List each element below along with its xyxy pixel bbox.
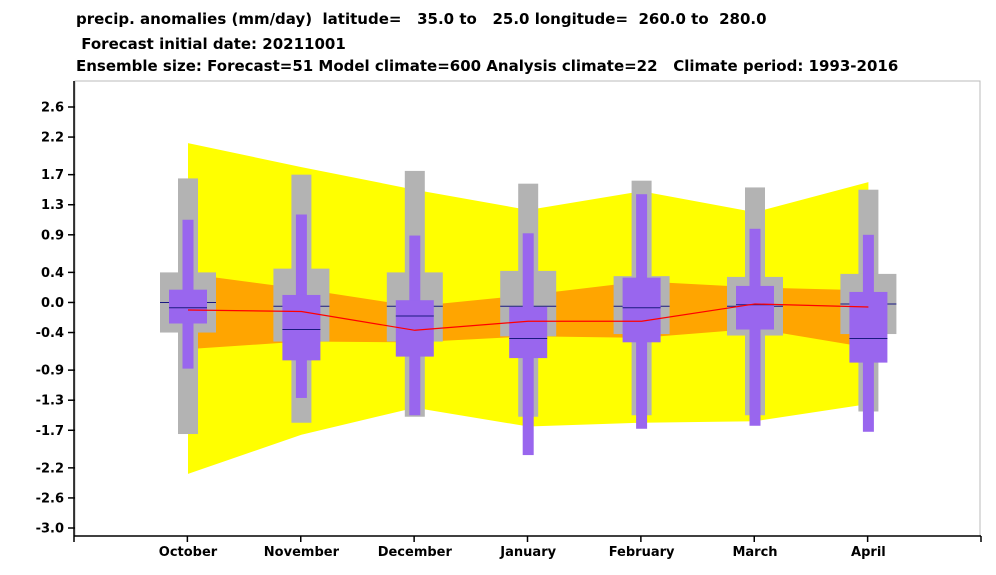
box-plots (160, 170, 897, 456)
y-tick-label: -0.4 (36, 326, 64, 341)
chart-title-line-3: Ensemble size: Forecast=51 Model climate… (76, 57, 899, 75)
x-tick-label-february: February (609, 545, 675, 560)
forecast-box-march (736, 285, 774, 330)
chart-title-line-2: Forecast initial date: 20211001 (76, 35, 346, 53)
y-tick-label: 1.7 (41, 168, 64, 183)
y-tick-label: -3.0 (36, 522, 64, 537)
forecast-box-february (622, 277, 661, 343)
y-tick-label: 0.0 (41, 296, 64, 311)
forecast-box-november (282, 294, 321, 361)
x-tick-label-january: January (499, 545, 556, 560)
x-tick-label-december: December (378, 545, 453, 560)
x-tick-label-march: March (732, 545, 777, 560)
forecast-box-april (849, 291, 888, 363)
y-tick-label: -2.6 (36, 491, 64, 506)
x-tick-label-november: November (264, 545, 340, 560)
y-tick-label: 0.4 (41, 266, 64, 281)
y-tick-label: -1.3 (36, 394, 64, 409)
forecast-box-january (509, 306, 548, 359)
y-tick-label: 1.3 (41, 198, 64, 213)
y-tick-label: -0.9 (36, 364, 64, 379)
y-tick-label: 2.6 (41, 101, 64, 116)
y-tick-label: 0.9 (41, 228, 64, 243)
y-tick-label: -1.7 (36, 424, 64, 439)
axes: 2.6 2.2 1.7 1.3 0.9 0.4 0.0 -0.4 -0.9 -1.3 -1.7 -2.… (36, 101, 982, 560)
y-tick-label: -2.2 (36, 461, 64, 476)
analysis-climate-mean-line (187, 303, 869, 331)
y-tick-label: 2.2 (41, 131, 64, 146)
x-tick-label-october: October (159, 545, 218, 560)
chart-title-line-1: precip. anomalies (mm/day) latitude= 35.… (76, 10, 767, 28)
x-tick-label-april: April (851, 545, 886, 560)
forecast-box-october (169, 289, 207, 324)
